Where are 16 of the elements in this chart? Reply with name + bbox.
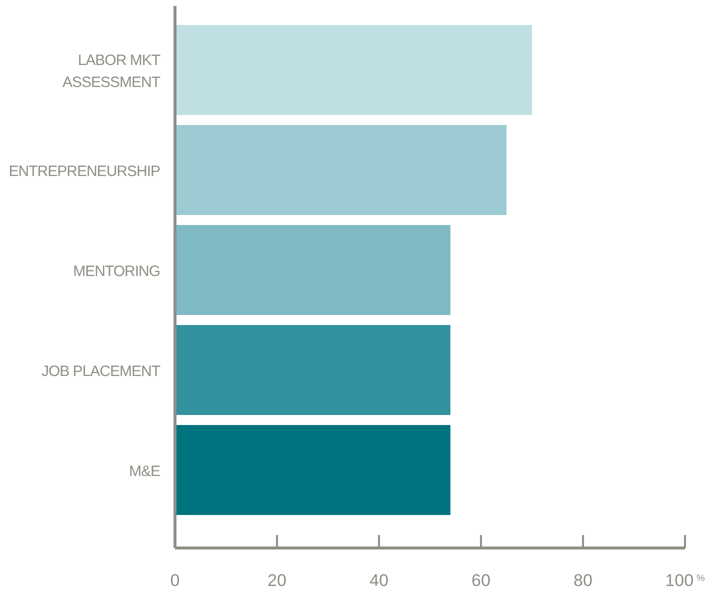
x-tick-label: 0	[170, 571, 180, 590]
bar	[175, 125, 506, 215]
bar	[175, 425, 450, 515]
y-tick-label: ENTREPRENEURSHIP	[8, 163, 160, 180]
y-tick-label: LABOR MKT ASSESSMENT	[62, 52, 160, 91]
bar	[175, 225, 450, 315]
x-tick-label: 60	[472, 571, 490, 590]
bar	[175, 325, 450, 415]
x-tick-label: 20	[268, 571, 286, 590]
y-tick-label: MENTORING	[73, 263, 160, 280]
bar	[175, 25, 532, 115]
x-tick-label: 40	[370, 571, 388, 590]
y-tick-label: JOB PLACEMENT	[41, 363, 160, 380]
x-tick-label: 80	[574, 571, 592, 590]
x-tick-label: 100$^{%}$	[665, 571, 705, 590]
y-tick-label: M&E	[128, 463, 160, 480]
